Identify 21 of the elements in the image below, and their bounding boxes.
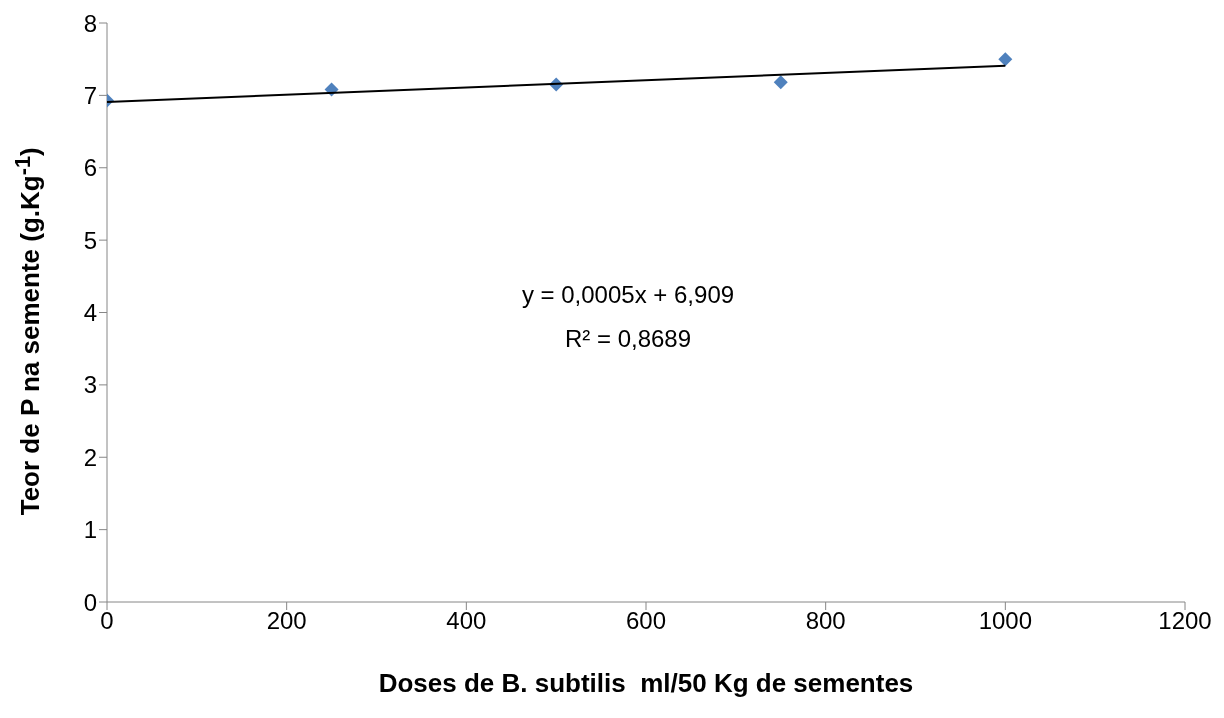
x-axis-title: Doses de B. subtilis ml/50 Kg de sementes xyxy=(377,668,915,699)
y-tick-label: 3 xyxy=(83,371,97,399)
y-tick-label: 6 xyxy=(83,154,97,182)
x-tick-label: 200 xyxy=(266,607,307,635)
y-tick-label: 7 xyxy=(83,81,97,109)
x-tick-label: 600 xyxy=(625,607,667,635)
y-tick-label: 0 xyxy=(83,588,97,616)
point xyxy=(773,75,788,90)
annotation: y = 0,0005x + 6,909 xyxy=(520,280,736,310)
y-tick-label: 2 xyxy=(83,443,97,471)
y-tick-label: 5 xyxy=(83,226,97,254)
y-tick-label: 4 xyxy=(83,299,97,327)
x-tick-label: 0 xyxy=(100,607,114,635)
y-tick-label: 8 xyxy=(83,9,97,37)
x-tick-label: 800 xyxy=(805,607,846,635)
annotation: R² = 0,8689 xyxy=(563,324,693,354)
x-tick-label: 1200 xyxy=(1158,607,1212,635)
x-tick-label: 1000 xyxy=(978,607,1033,635)
point xyxy=(998,52,1013,67)
x-tick-label: 400 xyxy=(446,607,487,635)
y-tick-label: 1 xyxy=(83,516,97,544)
